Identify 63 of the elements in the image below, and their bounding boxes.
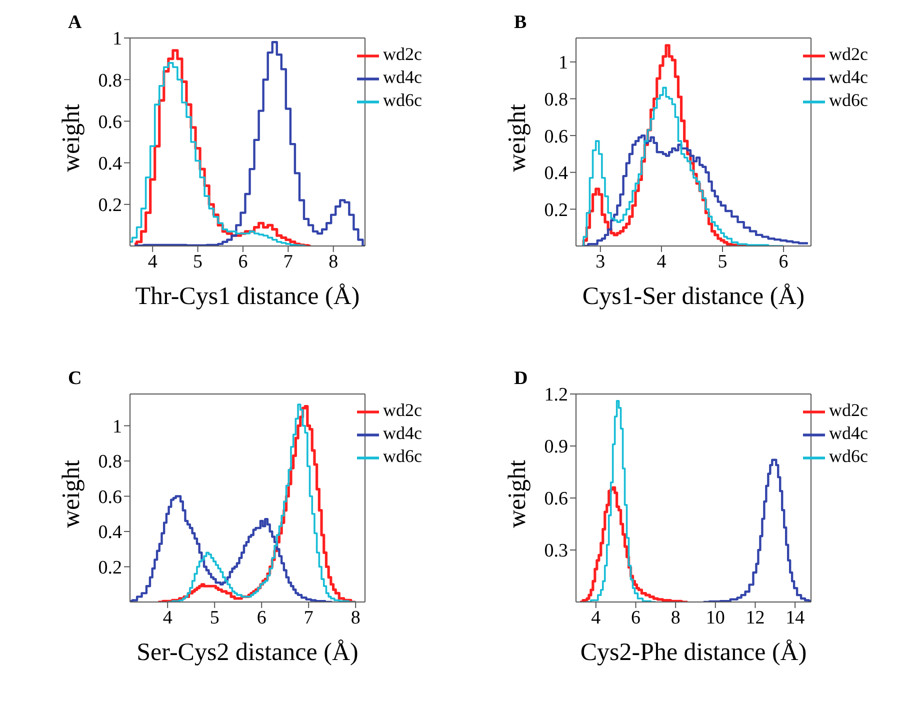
- y-tick-label: 0.6: [544, 488, 568, 510]
- y-tick-label: 0.6: [98, 486, 122, 508]
- x-tick-label: 12: [746, 607, 765, 628]
- legend-label: wd4c: [829, 66, 868, 87]
- x-tick-label: 4: [656, 251, 667, 272]
- x-tick-label: 8: [670, 607, 680, 628]
- x-tick-label: 4: [162, 607, 173, 628]
- y-tick-label: 0.2: [98, 557, 122, 578]
- chart-title: C: [68, 368, 82, 390]
- y-axis-title: weight: [58, 104, 85, 172]
- legend-label: wd4c: [829, 422, 868, 443]
- x-tick-label: 6: [256, 607, 266, 628]
- y-tick-label: 1: [112, 28, 122, 50]
- y-tick-label: 0.8: [98, 70, 122, 92]
- y-axis-title: weight: [504, 104, 531, 172]
- x-tick-label: 5: [718, 251, 728, 272]
- legend-label: wd2c: [829, 44, 868, 64]
- y-tick-label: 0.9: [544, 436, 568, 458]
- chart-title: B: [514, 12, 527, 34]
- y-axis-title: weight: [504, 460, 531, 528]
- y-tick-label: 0.3: [544, 540, 568, 562]
- legend-label: wd6c: [829, 90, 868, 110]
- y-tick-label: 0.8: [98, 452, 122, 473]
- y-tick-label: 1.2: [544, 384, 568, 406]
- x-tick-label: 7: [304, 607, 314, 628]
- x-tick-label: 6: [238, 251, 248, 272]
- x-tick-label: 8: [350, 607, 360, 628]
- x-tick-label: 10: [706, 607, 725, 628]
- legend-label: wd2c: [383, 44, 422, 64]
- x-tick-label: 3: [596, 251, 606, 272]
- x-tick-label: 8: [328, 251, 338, 272]
- x-axis-title: Cys2-Phe distance (Å): [580, 639, 807, 666]
- legend-label: wd6c: [829, 446, 868, 466]
- legend-label: wd6c: [383, 90, 422, 110]
- x-tick-label: 6: [778, 251, 788, 272]
- y-tick-label: 0.6: [544, 126, 568, 148]
- y-tick-label: 0.2: [544, 200, 568, 221]
- y-tick-label: 0.2: [98, 195, 122, 216]
- x-tick-label: 7: [283, 251, 293, 272]
- x-tick-label: 6: [630, 607, 640, 628]
- x-tick-label: 14: [786, 607, 806, 628]
- x-tick-label: 4: [591, 607, 602, 628]
- legend-label: wd6c: [383, 446, 422, 466]
- y-tick-label: 0.8: [544, 89, 568, 110]
- legend-label: wd4c: [383, 422, 422, 443]
- chart-title: A: [68, 12, 82, 34]
- x-tick-label: 4: [148, 251, 158, 272]
- y-tick-label: 1: [558, 52, 568, 74]
- y-tick-label: 0.4: [98, 154, 122, 175]
- x-tick-label: 5: [193, 251, 203, 272]
- legend-label: wd2c: [383, 400, 422, 420]
- x-axis-title: Ser-Cys2 distance (Å): [136, 639, 358, 666]
- legend-label: wd4c: [383, 66, 422, 87]
- x-axis-title: Thr-Cys1 distance (Å): [135, 283, 360, 310]
- legend-label: wd2c: [829, 400, 868, 420]
- x-tick-label: 5: [210, 607, 220, 628]
- x-axis-title: Cys1-Ser distance (Å): [582, 283, 805, 310]
- y-tick-label: 1: [112, 416, 122, 438]
- chart-title: D: [514, 368, 528, 390]
- y-tick-label: 0.4: [544, 163, 568, 184]
- y-tick-label: 0.4: [98, 522, 122, 544]
- y-tick-label: 0.6: [98, 112, 122, 133]
- y-axis-title: weight: [58, 460, 85, 528]
